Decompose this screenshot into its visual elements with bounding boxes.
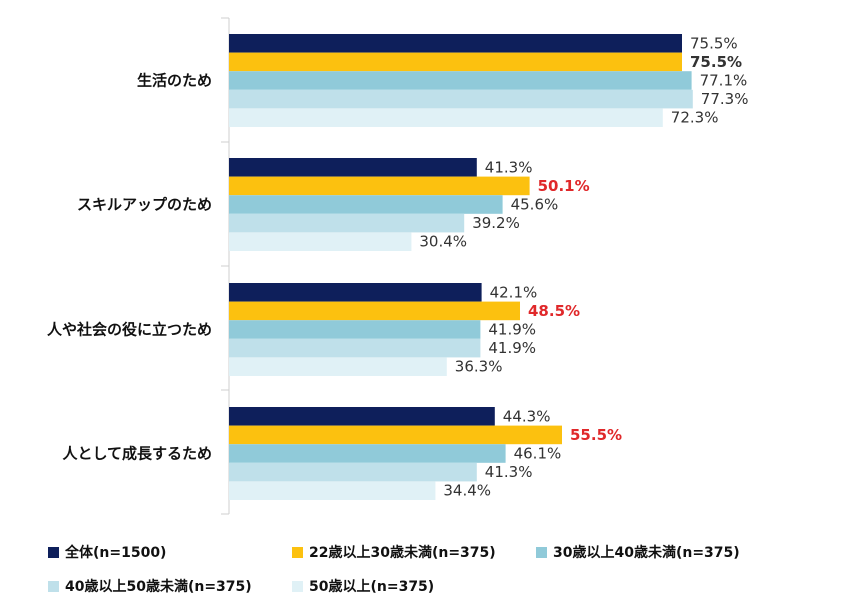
bar [229,338,481,358]
bar [229,158,477,177]
category-label: 人として成長するため [62,445,212,463]
data-label: 34.4% [443,482,491,500]
data-label: 48.5% [528,302,580,320]
category-label: 人や社会の役に立つため [47,321,212,339]
data-label: 50.1% [538,177,590,195]
bar [229,301,520,321]
bar [229,462,477,482]
category-label: スキルアップのため [77,196,212,214]
bar [229,213,465,233]
data-label: 41.9% [488,339,536,357]
bar [229,89,693,109]
bar [229,232,412,251]
bar [229,176,530,196]
data-label: 44.3% [503,407,551,425]
data-label: 75.5% [690,53,742,71]
bar [229,320,481,339]
data-label: 30.4% [419,233,467,251]
data-label: 41.3% [485,463,533,481]
data-label: 77.3% [701,90,749,108]
bar [229,52,682,72]
bar [229,444,506,463]
bar [229,71,692,90]
data-label: 42.1% [490,283,538,301]
bar [229,195,503,214]
data-label: 77.1% [700,72,748,90]
data-label: 36.3% [455,358,503,376]
bar [229,283,482,302]
data-label: 72.3% [671,109,719,127]
data-label: 41.3% [485,158,533,176]
data-label: 75.5% [690,34,738,52]
data-label: 45.6% [511,196,559,214]
data-label: 39.2% [472,214,520,232]
category-label: 生活のため [137,72,212,90]
bar [229,357,447,376]
data-label: 46.1% [514,445,562,463]
bar [229,481,436,500]
bar [229,34,682,53]
data-label: 41.9% [488,321,536,339]
bar [229,425,562,445]
bar [229,407,495,426]
data-label: 55.5% [570,426,622,444]
bar [229,108,663,127]
